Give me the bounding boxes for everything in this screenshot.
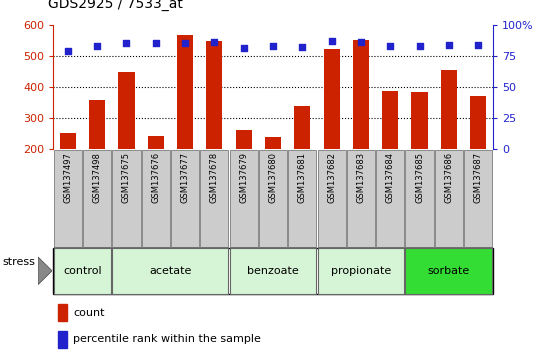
Text: GSM137683: GSM137683	[356, 152, 366, 203]
Point	[474, 42, 483, 47]
Text: sorbate: sorbate	[428, 266, 470, 276]
Point	[298, 44, 307, 50]
Bar	[324, 49, 340, 149]
Text: GSM137678: GSM137678	[210, 152, 219, 203]
Bar	[376, 150, 404, 247]
Text: GSM137686: GSM137686	[444, 152, 454, 203]
Text: GSM137676: GSM137676	[151, 152, 160, 203]
Text: control: control	[63, 266, 102, 276]
Bar	[54, 248, 111, 294]
Bar	[206, 41, 222, 149]
Bar	[58, 304, 67, 321]
Point	[122, 41, 131, 46]
Text: benzoate: benzoate	[247, 266, 299, 276]
Bar	[435, 150, 463, 247]
Bar	[113, 248, 228, 294]
Point	[180, 41, 189, 46]
Text: GSM137687: GSM137687	[474, 152, 483, 203]
Text: acetate: acetate	[149, 266, 192, 276]
Bar	[347, 150, 375, 247]
Text: percentile rank within the sample: percentile rank within the sample	[73, 334, 261, 344]
Bar	[177, 35, 193, 149]
Bar	[405, 248, 492, 294]
Text: stress: stress	[3, 257, 36, 267]
Bar	[382, 91, 398, 149]
Text: GSM137681: GSM137681	[298, 152, 307, 202]
Bar	[58, 331, 67, 348]
Text: GDS2925 / 7533_at: GDS2925 / 7533_at	[48, 0, 183, 11]
Bar	[113, 150, 141, 247]
Bar	[230, 150, 258, 247]
Bar	[353, 40, 369, 149]
Bar	[441, 70, 457, 149]
Text: GSM137684: GSM137684	[386, 152, 395, 202]
Bar	[171, 150, 199, 247]
Bar	[412, 92, 428, 149]
Bar	[230, 248, 316, 294]
Bar	[259, 150, 287, 247]
Point	[327, 38, 336, 44]
Polygon shape	[38, 257, 52, 285]
Bar	[318, 248, 404, 294]
Point	[269, 43, 278, 48]
Bar	[288, 150, 316, 247]
Text: GSM137682: GSM137682	[327, 152, 336, 202]
Point	[239, 45, 248, 51]
Text: GSM137497: GSM137497	[63, 152, 72, 202]
Point	[445, 42, 454, 47]
Point	[415, 43, 424, 48]
Point	[93, 43, 102, 48]
Text: GSM137675: GSM137675	[122, 152, 131, 202]
Point	[210, 39, 219, 45]
Bar	[470, 96, 486, 149]
Bar	[294, 106, 310, 149]
Bar	[142, 150, 170, 247]
Point	[63, 48, 72, 53]
Bar	[89, 101, 105, 149]
Bar	[54, 150, 82, 247]
Bar	[265, 137, 281, 149]
Bar	[118, 72, 134, 149]
Text: GSM137677: GSM137677	[180, 152, 190, 203]
Point	[386, 43, 395, 48]
Text: GSM137685: GSM137685	[415, 152, 424, 202]
Text: GSM137498: GSM137498	[92, 152, 102, 202]
Point	[356, 39, 365, 45]
Point	[151, 41, 160, 46]
Bar	[60, 133, 76, 149]
Text: count: count	[73, 308, 105, 318]
Bar	[148, 136, 164, 149]
Bar	[318, 150, 346, 247]
Bar	[200, 150, 228, 247]
Bar	[464, 150, 492, 247]
Bar	[83, 150, 111, 247]
Text: propionate: propionate	[331, 266, 391, 276]
Bar	[236, 130, 252, 149]
Bar	[405, 150, 433, 247]
Text: GSM137680: GSM137680	[268, 152, 278, 202]
Text: GSM137679: GSM137679	[239, 152, 248, 202]
